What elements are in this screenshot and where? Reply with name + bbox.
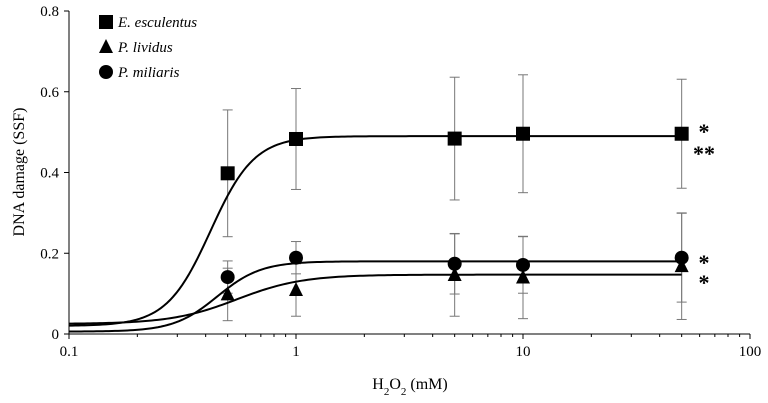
legend-label: P. lividus — [117, 40, 173, 56]
x-tick-label: 100 — [739, 344, 762, 360]
data-point-square — [220, 166, 235, 181]
y-tick-label: 0.8 — [40, 4, 59, 20]
y-tick-label: 0.6 — [40, 85, 59, 101]
legend-marker-square — [99, 15, 113, 29]
axes: 0.1 1 10 100 0 0.2 0.4 0.6 0.8 — [40, 4, 761, 360]
legend-marker-circle — [99, 65, 113, 79]
x-axis-title: H2O2 (mM) — [372, 376, 447, 398]
significance-label: ** — [693, 141, 715, 166]
legend-label: E. esculentus — [117, 15, 197, 31]
significance-label: * — [699, 119, 710, 144]
data-point-triangle — [447, 267, 462, 282]
legend-label: P. miliaris — [117, 65, 180, 81]
x-tick-label: 0.1 — [60, 344, 79, 360]
y-tick-label: 0 — [52, 327, 60, 343]
y-axis-title: DNA damage (SSF) — [11, 108, 28, 237]
data-point-circle — [674, 250, 689, 265]
error-bars — [222, 74, 687, 322]
fit-curve-series-0 — [68, 135, 682, 327]
fit-curve-series-1 — [68, 273, 682, 325]
legend-marker-triangle — [99, 39, 113, 53]
x-tick-label: 1 — [292, 344, 300, 360]
data-point-square — [674, 126, 689, 141]
data-point-triangle — [516, 269, 530, 284]
legend: E. esculentus P. lividus P. miliaris — [99, 15, 197, 81]
x-tick-label: 10 — [516, 344, 531, 360]
fit-curves — [68, 135, 682, 333]
data-markers — [220, 126, 689, 301]
fit-curve-series-2 — [68, 260, 682, 333]
data-point-triangle — [674, 258, 689, 273]
data-point-circle — [516, 257, 530, 272]
data-point-square — [516, 126, 530, 141]
data-point-triangle — [220, 286, 235, 301]
y-tick-label: 0.2 — [40, 246, 59, 262]
y-tick-label: 0.4 — [40, 166, 59, 182]
data-point-triangle — [289, 281, 303, 296]
data-point-square — [447, 131, 462, 146]
data-point-circle — [447, 256, 462, 271]
data-point-square — [289, 131, 303, 146]
significance-labels: ***** — [693, 119, 715, 295]
significance-label: * — [699, 270, 710, 295]
data-point-circle — [289, 250, 303, 265]
significance-label: * — [699, 250, 710, 275]
data-point-circle — [220, 270, 235, 285]
